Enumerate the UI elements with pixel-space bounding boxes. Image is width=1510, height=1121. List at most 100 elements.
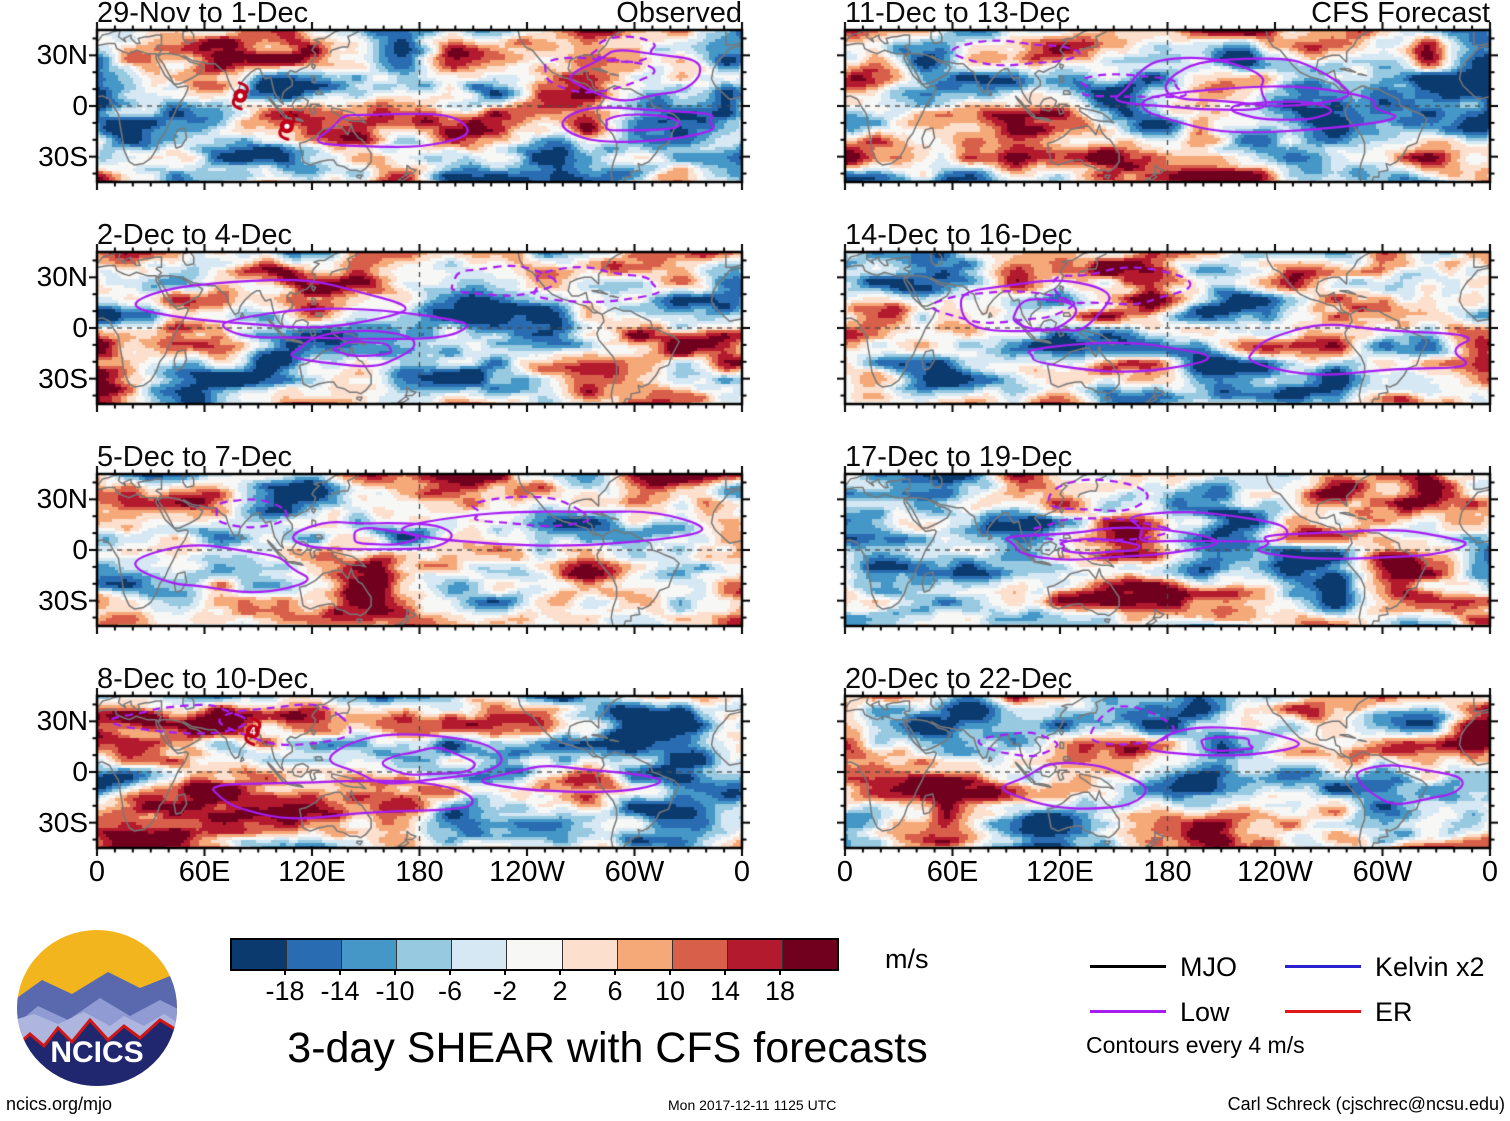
lon-tick-label: 120W	[1237, 856, 1313, 888]
legend-swatch-mjo	[1090, 965, 1166, 968]
colorbar-cell	[561, 940, 617, 969]
panel-title: 8-Dec to 10-Dec	[97, 663, 309, 695]
ncics-logo: NCICS	[17, 930, 177, 1086]
site-url: ncics.org/mjo	[6, 1094, 113, 1114]
panel-annotation: Observed	[616, 0, 742, 29]
map-canvas	[89, 22, 750, 190]
colorbar-tick-value: -18	[265, 976, 305, 1006]
colorbar-tick	[339, 969, 341, 975]
map-panel-5	[837, 22, 1498, 190]
map-panel-6	[837, 244, 1498, 412]
lat-tick-label: 30S	[38, 585, 88, 616]
lon-tick-label: 120W	[489, 856, 565, 888]
map-canvas	[837, 688, 1498, 856]
lon-tick-label: 60W	[1352, 856, 1413, 888]
lon-tick-label: 0	[88, 856, 106, 888]
lon-tick-label: 0	[733, 856, 751, 888]
colorbar-tick	[724, 969, 726, 975]
lat-tick-label: 0	[72, 90, 88, 121]
colorbar-tick	[394, 969, 396, 975]
logo-artwork	[17, 930, 177, 1086]
panel-title: 20-Dec to 22-Dec	[845, 663, 1073, 695]
lon-tick-label: 0	[1481, 856, 1499, 888]
colorbar	[230, 938, 839, 971]
map-panel-2	[89, 244, 750, 412]
map-panel-1	[89, 22, 750, 190]
colorbar-tick-value: -6	[437, 976, 462, 1006]
panel-title: 11-Dec to 13-Dec	[845, 0, 1071, 29]
lon-tick-label: 60W	[604, 856, 665, 888]
map-canvas	[89, 466, 750, 634]
colorbar-cell	[451, 940, 507, 969]
map-panel-3	[89, 466, 750, 634]
lon-tick-label: 180	[1143, 856, 1192, 888]
panel-annotation: CFS Forecast	[1311, 0, 1490, 29]
lat-tick-label: 30S	[38, 141, 88, 172]
lat-tick-label: 30S	[38, 363, 88, 394]
contour-interval-note: Contours every 4 m/s	[1086, 1032, 1305, 1058]
lat-tick-label: 30N	[36, 705, 88, 736]
figure-title: 3-day SHEAR with CFS forecasts	[287, 1024, 928, 1072]
colorbar-cell	[341, 940, 397, 969]
colorbar-cell	[671, 940, 727, 969]
colorbar-tick-value: -14	[320, 976, 360, 1006]
colorbar-units-label: m/s	[885, 944, 929, 974]
lon-tick-label: 60E	[178, 856, 231, 888]
map-canvas	[89, 688, 750, 856]
colorbar-cell	[616, 940, 672, 969]
map-panel-7	[837, 466, 1498, 634]
legend-swatch-low	[1090, 1010, 1166, 1013]
colorbar-tick-value: 10	[654, 976, 686, 1006]
lon-tick-label: 120E	[1026, 856, 1094, 888]
legend-label: ER	[1375, 997, 1413, 1027]
lon-tick-label: 0	[836, 856, 854, 888]
map-canvas	[837, 22, 1498, 190]
lat-tick-label: 0	[72, 534, 88, 565]
colorbar-tick-value: 2	[552, 976, 568, 1006]
colorbar-tick-value: 6	[607, 976, 623, 1006]
panel-title: 5-Dec to 7-Dec	[97, 441, 293, 473]
legend-swatch-er	[1285, 1010, 1361, 1013]
legend-label: MJO	[1180, 952, 1237, 982]
author-credit: Carl Schreck (cjschrec@ncsu.edu)	[1227, 1094, 1505, 1114]
lat-tick-label: 0	[72, 312, 88, 343]
map-canvas	[89, 244, 750, 412]
panel-title: 2-Dec to 4-Dec	[97, 219, 293, 251]
colorbar-tick-value: 18	[764, 976, 796, 1006]
lat-tick-label: 30N	[36, 39, 88, 70]
colorbar-tick-value: -10	[375, 976, 415, 1006]
map-panel-8	[837, 688, 1498, 856]
logo-text: NCICS	[50, 1036, 143, 1069]
generation-timestamp: Mon 2017-12-11 1125 UTC	[668, 1097, 837, 1113]
colorbar-tick	[779, 969, 781, 975]
lon-tick-label: 180	[395, 856, 444, 888]
panel-title: 14-Dec to 16-Dec	[845, 219, 1073, 251]
panel-title: 17-Dec to 19-Dec	[845, 441, 1073, 473]
colorbar-cell	[781, 940, 838, 969]
colorbar-tick	[559, 969, 561, 975]
lat-tick-label: 30S	[38, 807, 88, 838]
lat-tick-label: 30N	[36, 483, 88, 514]
legend-label: Low	[1180, 997, 1230, 1027]
colorbar-tick	[669, 969, 671, 975]
lat-tick-label: 30N	[36, 261, 88, 292]
colorbar-cell	[726, 940, 782, 969]
map-canvas	[837, 466, 1498, 634]
map-canvas	[837, 244, 1498, 412]
map-panel-4	[89, 688, 750, 856]
colorbar-cell	[396, 940, 452, 969]
colorbar-cell	[232, 940, 287, 969]
colorbar-tick-value: 14	[709, 976, 741, 1006]
panel-title: 29-Nov to 1-Dec	[97, 0, 309, 29]
legend-swatch-kelvin-x2	[1285, 965, 1361, 968]
colorbar-tick	[284, 969, 286, 975]
colorbar-tick	[504, 969, 506, 975]
lon-tick-label: 60E	[926, 856, 979, 888]
colorbar-tick-value: -2	[492, 976, 517, 1006]
colorbar-cell	[286, 940, 342, 969]
legend-label: Kelvin x2	[1375, 952, 1485, 982]
colorbar-cell	[506, 940, 562, 969]
lon-tick-label: 120E	[278, 856, 346, 888]
colorbar-tick	[449, 969, 451, 975]
